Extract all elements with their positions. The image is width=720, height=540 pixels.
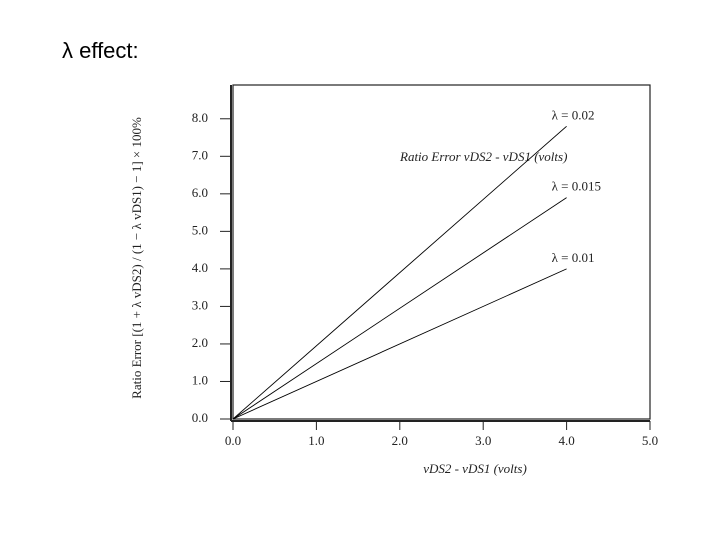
x-tick-label: 0.0 bbox=[225, 433, 241, 448]
y-tick-label: 4.0 bbox=[192, 260, 208, 275]
x-tick-label: 3.0 bbox=[475, 433, 491, 448]
y-tick-label: 2.0 bbox=[192, 335, 208, 350]
series-label: λ = 0.02 bbox=[552, 107, 595, 122]
x-tick-label: 5.0 bbox=[642, 433, 658, 448]
series-label: λ = 0.015 bbox=[552, 179, 601, 194]
y-tick-label: 0.0 bbox=[192, 410, 208, 425]
x-tick-label: 2.0 bbox=[392, 433, 408, 448]
series-line bbox=[232, 125, 567, 420]
y-tick-label: 8.0 bbox=[192, 110, 208, 125]
x-tick-label: 1.0 bbox=[308, 433, 324, 448]
y-tick-label: 5.0 bbox=[192, 222, 208, 237]
series-line bbox=[232, 197, 567, 420]
annotation: Ratio Error vDS2 - vDS1 (volts) bbox=[399, 149, 567, 164]
y-tick-label: 7.0 bbox=[192, 147, 208, 162]
plot-frame bbox=[232, 84, 651, 420]
y-tick-label: 1.0 bbox=[192, 372, 208, 387]
slide-title: λ effect: bbox=[62, 38, 139, 63]
series-label: λ = 0.01 bbox=[552, 250, 595, 265]
y-tick-label: 3.0 bbox=[192, 297, 208, 312]
x-tick-label: 4.0 bbox=[558, 433, 574, 448]
y-tick-label: 6.0 bbox=[192, 185, 208, 200]
series-line bbox=[232, 268, 567, 420]
x-axis-label: vDS2 - vDS1 (volts) bbox=[423, 461, 527, 476]
y-axis-label: Ratio Error [(1 + λ vDS2) / (1 − λ vDS1)… bbox=[129, 117, 144, 399]
